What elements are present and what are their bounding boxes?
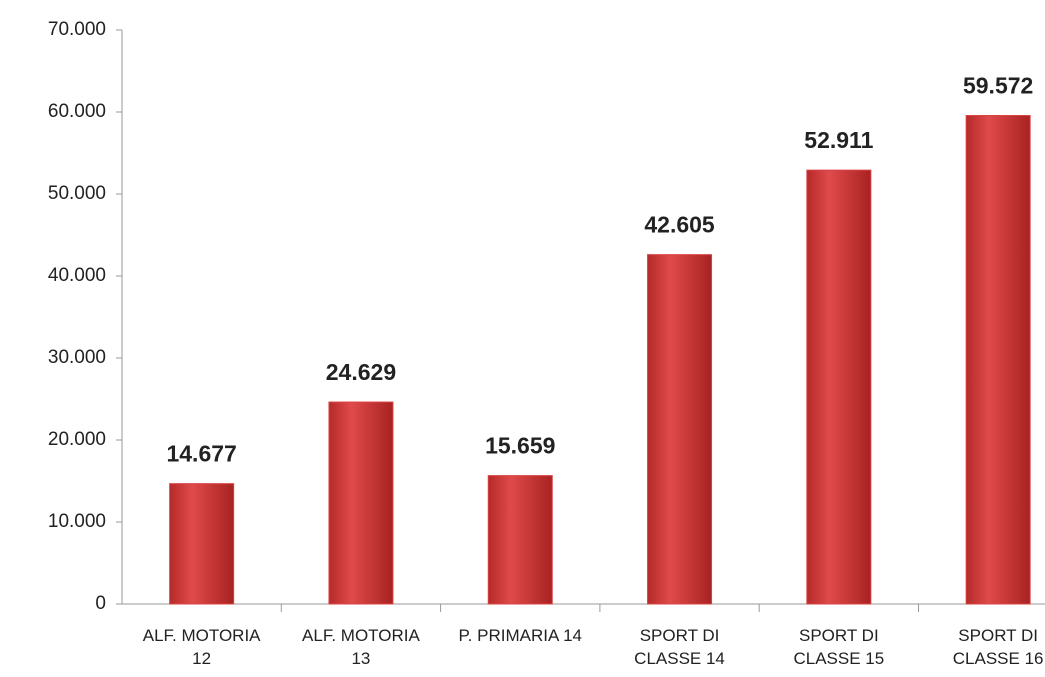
bar: [487, 475, 553, 605]
x-tick-label: ALF. MOTORIA 12: [142, 626, 261, 668]
x-tick-label: SPORT DI CLASSE 15: [793, 626, 885, 668]
bar: [965, 115, 1031, 605]
data-label: 52.911: [804, 127, 873, 153]
bar: [806, 169, 872, 605]
x-tick-label: SPORT DI CLASSE 16: [952, 626, 1044, 668]
y-tick-label: 0: [95, 593, 106, 614]
data-label: 42.605: [644, 212, 715, 238]
x-tick-label: SPORT DI CLASSE 14: [634, 626, 725, 668]
bar: [647, 254, 713, 605]
y-tick-label: 70.000: [48, 19, 106, 40]
bar: [328, 401, 394, 605]
x-tick-label: ALF. MOTORIA 13: [302, 626, 420, 668]
y-tick-label: 60.000: [48, 101, 106, 122]
y-tick-label: 20.000: [48, 429, 106, 450]
data-label: 59.572: [963, 73, 1033, 99]
y-tick-label: 40.000: [48, 265, 106, 286]
data-label: 14.677: [166, 441, 236, 467]
y-tick-label: 30.000: [48, 347, 106, 368]
y-tick-label: 10.000: [48, 511, 106, 532]
data-label: 15.659: [485, 433, 555, 459]
x-tick-label: P. PRIMARIA 14: [458, 626, 582, 645]
y-tick-label: 50.000: [48, 183, 106, 204]
bar: [169, 483, 235, 605]
data-label: 24.629: [326, 359, 396, 385]
